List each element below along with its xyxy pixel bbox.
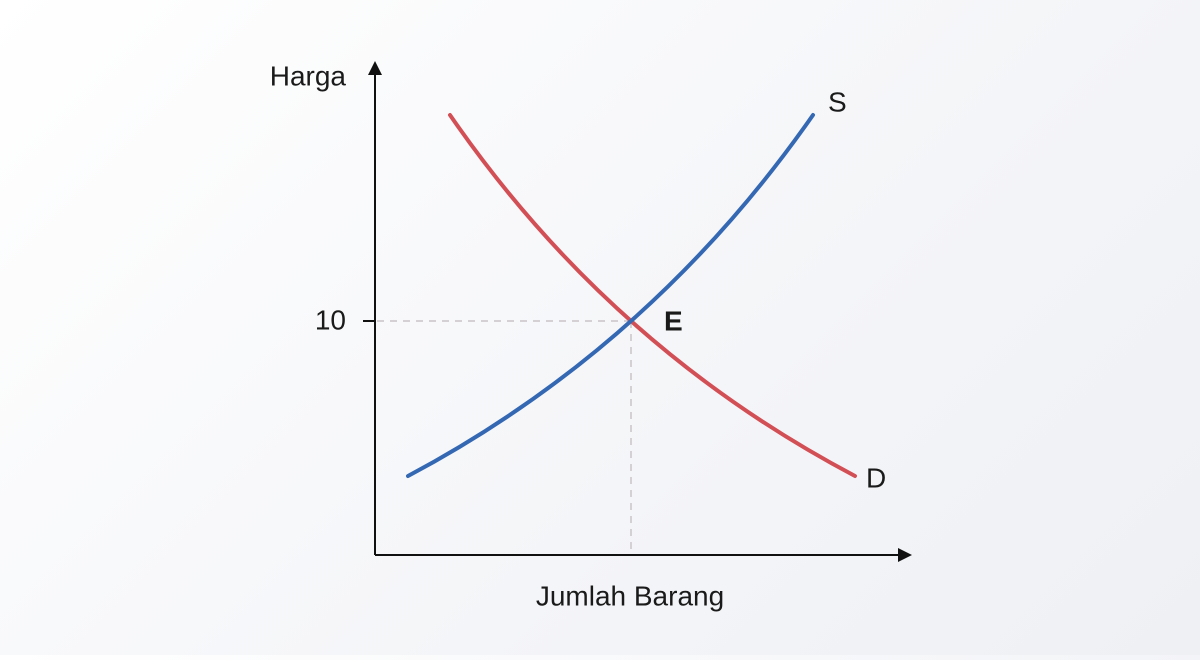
price-tick-label: 10 [315, 304, 346, 335]
supply-label: S [828, 86, 847, 117]
supply-curve [406, 113, 815, 478]
y-axis-label: Harga [270, 60, 347, 91]
equilibrium-label: E [664, 305, 683, 336]
demand-label: D [866, 462, 886, 493]
x-axis-label: Jumlah Barang [536, 580, 724, 611]
demand-curve [448, 113, 857, 478]
